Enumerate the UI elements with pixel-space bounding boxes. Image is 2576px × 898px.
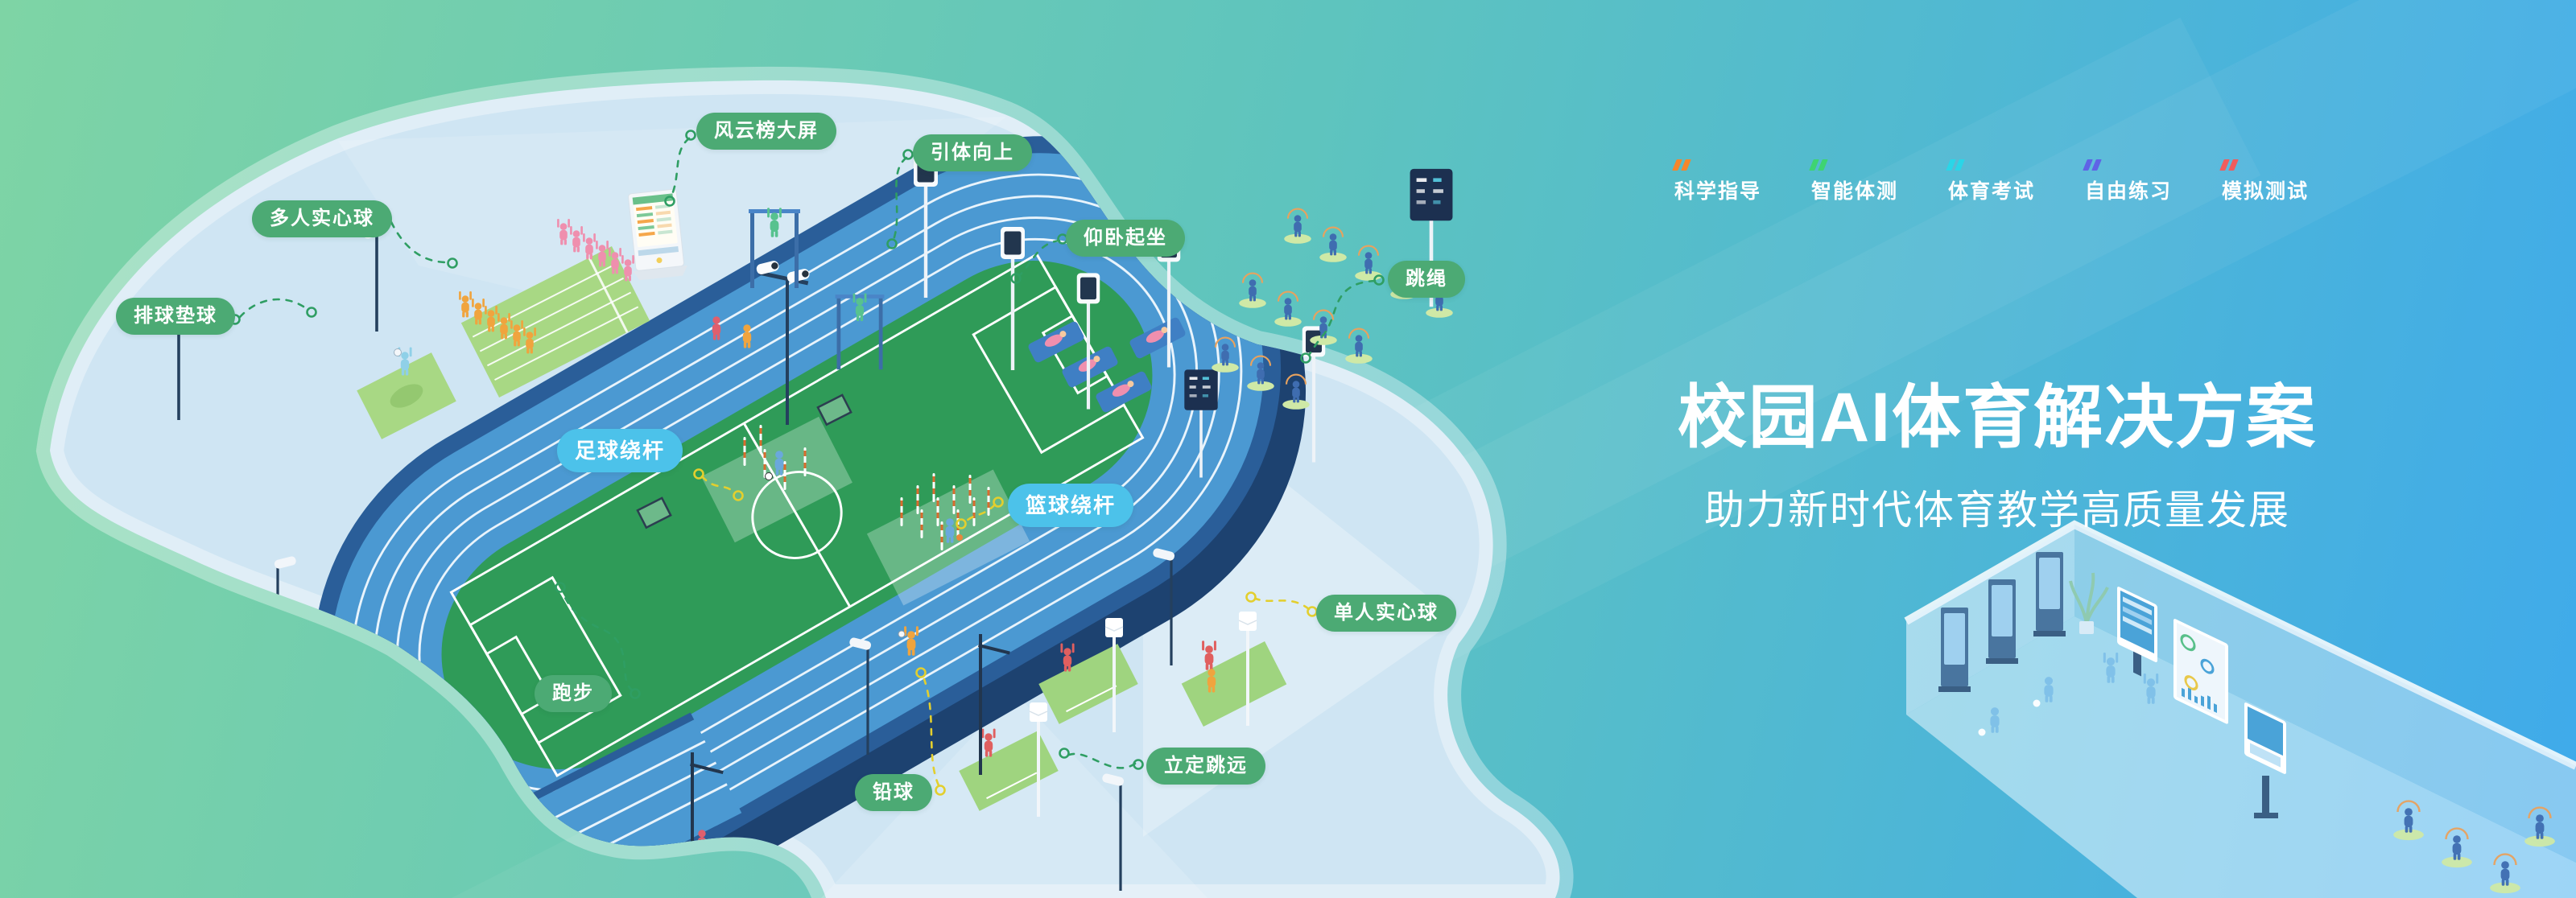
station-label-single-medicine-ball: 单人实心球 — [1316, 595, 1456, 632]
soccer-dribble-zone — [701, 416, 852, 543]
double-slash-icon — [1672, 159, 1761, 171]
nav-item-sports-exam[interactable]: 体育考试 — [1946, 159, 2036, 204]
basketball-dribble-zone — [866, 469, 1030, 606]
wall-dashboard-screen — [2174, 619, 2228, 724]
single-medicine-ball-area — [1181, 611, 1287, 727]
station-label-sit-up: 仰卧起坐 — [1066, 220, 1185, 257]
nav-item-smart-fitness-test[interactable]: 智能体测 — [1809, 159, 1899, 204]
nav-item-label: 智能体测 — [1811, 180, 1899, 203]
station-label-standing-long-jump: 立定跳远 — [1146, 748, 1265, 785]
double-slash-icon — [2219, 159, 2309, 171]
nav-item-label: 科学指导 — [1674, 180, 1762, 203]
double-slash-icon — [2083, 159, 2172, 171]
nav-item-free-practice[interactable]: 自由练习 — [2083, 159, 2173, 204]
indoor-training-room — [1904, 520, 2576, 898]
station-label-rope-skipping: 跳绳 — [1388, 261, 1465, 298]
station-label-shot-put: 铅球 — [855, 774, 932, 811]
station-label-multi-medicine-ball: 多人实心球 — [252, 200, 392, 237]
nav-item-label: 体育考试 — [1948, 180, 2036, 203]
room-people — [1978, 653, 2555, 893]
station-label-basketball-dribble: 篮球绕杆 — [1007, 484, 1134, 527]
potted-plant — [2069, 572, 2109, 634]
station-label-leaderboard-screen: 风云榜大屏 — [696, 113, 836, 150]
nav-item-science-guidance[interactable]: 科学指导 — [1672, 159, 1762, 204]
multi-medicine-ball-area — [459, 219, 650, 398]
station-label-running: 跑步 — [535, 675, 612, 712]
kiosk-tv — [2244, 702, 2286, 818]
leaderboard-kiosk — [628, 188, 687, 281]
soccer-goal — [636, 496, 672, 529]
page-title: 校园AI体育解决方案 — [1678, 379, 2317, 456]
standing-long-jump-area — [959, 617, 1138, 818]
station-label-volleyball-bump: 排球垫球 — [116, 298, 235, 335]
page-subtitle: 助力新时代体育教学高质量发展 — [1704, 488, 2290, 533]
soccer-goal — [816, 393, 852, 426]
nav-item-label: 模拟测试 — [2222, 180, 2310, 203]
floodlight — [343, 628, 367, 746]
station-label-pull-up: 引体向上 — [913, 134, 1032, 171]
station-label-soccer-dribble: 足球绕杆 — [556, 429, 683, 472]
nav-item-label: 自由练习 — [2085, 180, 2173, 203]
timing-gate-poles — [690, 634, 1010, 881]
wall-screen — [2117, 587, 2157, 677]
pull-up-frame — [749, 208, 800, 288]
nav-item-mock-test[interactable]: 模拟测试 — [2219, 159, 2310, 204]
station-connectors — [229, 130, 1385, 796]
double-slash-icon — [1809, 159, 1898, 171]
volleyball-bump-area — [357, 347, 456, 439]
pull-up-frame — [835, 293, 885, 370]
shot-put-area — [898, 626, 919, 656]
double-slash-icon — [1946, 159, 2035, 171]
